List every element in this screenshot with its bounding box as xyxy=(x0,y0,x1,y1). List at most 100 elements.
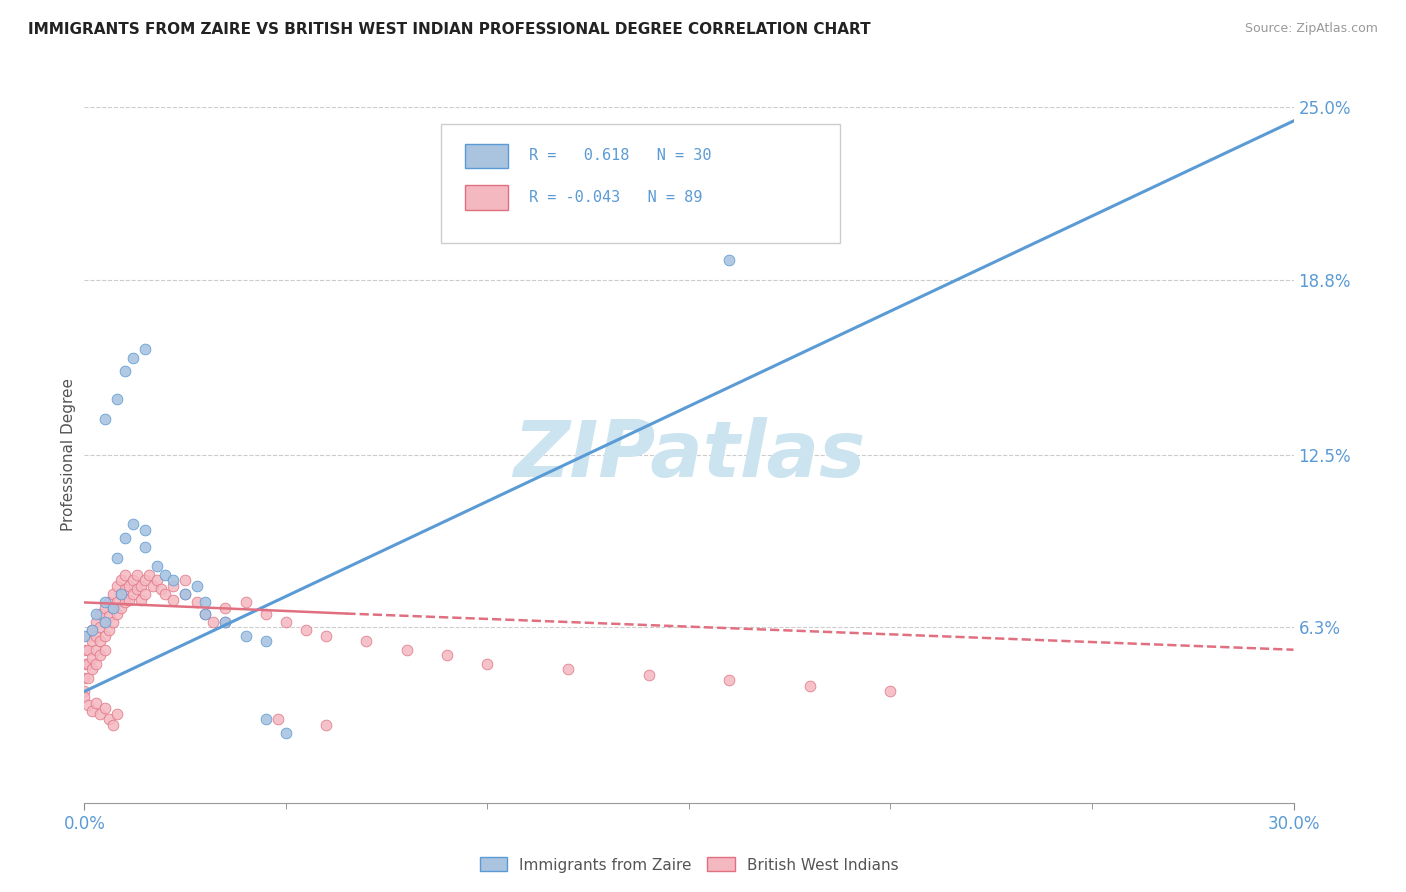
Point xyxy=(73,671,96,685)
Point xyxy=(86,642,108,657)
Text: R = -0.043   N = 89: R = -0.043 N = 89 xyxy=(529,190,703,205)
Point xyxy=(89,634,111,648)
Point xyxy=(82,634,104,648)
Point xyxy=(82,624,104,638)
Point xyxy=(93,411,115,425)
FancyBboxPatch shape xyxy=(441,124,841,243)
Point xyxy=(194,607,217,621)
Point xyxy=(118,579,141,593)
Point xyxy=(356,634,378,648)
Point xyxy=(134,573,156,587)
Point xyxy=(174,587,197,601)
FancyBboxPatch shape xyxy=(465,144,508,168)
Point xyxy=(105,579,128,593)
Point xyxy=(315,629,337,643)
Point xyxy=(73,642,96,657)
Point xyxy=(134,540,156,554)
Point xyxy=(214,615,236,629)
Point xyxy=(174,573,197,587)
Point xyxy=(77,629,100,643)
Point xyxy=(82,662,104,676)
Point xyxy=(101,601,124,615)
Point xyxy=(73,657,96,671)
Point xyxy=(110,587,132,601)
Point xyxy=(82,704,104,718)
Point xyxy=(395,642,418,657)
Point xyxy=(93,642,115,657)
FancyBboxPatch shape xyxy=(465,186,508,210)
Point xyxy=(134,342,156,356)
Point xyxy=(121,517,143,532)
Point xyxy=(134,587,156,601)
Point xyxy=(235,595,257,609)
Point xyxy=(162,573,184,587)
Point xyxy=(93,615,115,629)
Point xyxy=(114,595,136,609)
Point xyxy=(82,651,104,665)
Point xyxy=(101,718,124,732)
Point xyxy=(153,567,176,582)
Point xyxy=(194,595,217,609)
Point xyxy=(105,550,128,565)
Point xyxy=(214,601,236,615)
Point xyxy=(93,629,115,643)
Point xyxy=(97,712,120,726)
Point xyxy=(129,579,152,593)
Point xyxy=(186,595,208,609)
Point xyxy=(93,701,115,715)
Point xyxy=(146,559,169,574)
Point xyxy=(315,718,337,732)
Point xyxy=(77,657,100,671)
Point xyxy=(879,684,901,698)
Point xyxy=(101,601,124,615)
Point xyxy=(254,634,277,648)
Point xyxy=(86,657,108,671)
Point xyxy=(114,532,136,546)
Point xyxy=(86,607,108,621)
Point xyxy=(162,592,184,607)
Point xyxy=(202,615,225,629)
Text: R =   0.618   N = 30: R = 0.618 N = 30 xyxy=(529,148,711,163)
Point xyxy=(274,615,297,629)
Point xyxy=(121,351,143,365)
Point xyxy=(93,615,115,629)
Point xyxy=(162,579,184,593)
Text: ZIPatlas: ZIPatlas xyxy=(513,417,865,493)
Point xyxy=(274,726,297,740)
Point xyxy=(138,567,160,582)
Point xyxy=(557,662,579,676)
Point xyxy=(121,587,143,601)
Text: Source: ZipAtlas.com: Source: ZipAtlas.com xyxy=(1244,22,1378,36)
Point xyxy=(101,587,124,601)
Point xyxy=(73,629,96,643)
Point xyxy=(86,615,108,629)
Point xyxy=(267,712,290,726)
Point xyxy=(118,592,141,607)
Point xyxy=(82,624,104,638)
Point xyxy=(477,657,499,671)
Point xyxy=(97,609,120,624)
Point xyxy=(254,712,277,726)
Point xyxy=(73,690,96,704)
Point xyxy=(254,607,277,621)
Legend: Immigrants from Zaire, British West Indians: Immigrants from Zaire, British West Indi… xyxy=(474,851,904,879)
Point xyxy=(114,582,136,596)
Point xyxy=(134,523,156,537)
Point xyxy=(295,624,318,638)
Point xyxy=(86,696,108,710)
Point xyxy=(89,648,111,663)
Y-axis label: Professional Degree: Professional Degree xyxy=(60,378,76,532)
Point xyxy=(105,607,128,621)
Point xyxy=(174,587,197,601)
Point xyxy=(114,364,136,378)
Point xyxy=(110,587,132,601)
Point xyxy=(77,698,100,713)
Point xyxy=(105,392,128,407)
Point xyxy=(105,706,128,721)
Point xyxy=(97,595,120,609)
Point xyxy=(114,567,136,582)
Point xyxy=(186,579,208,593)
Point xyxy=(110,573,132,587)
Point xyxy=(77,671,100,685)
Point xyxy=(235,629,257,643)
